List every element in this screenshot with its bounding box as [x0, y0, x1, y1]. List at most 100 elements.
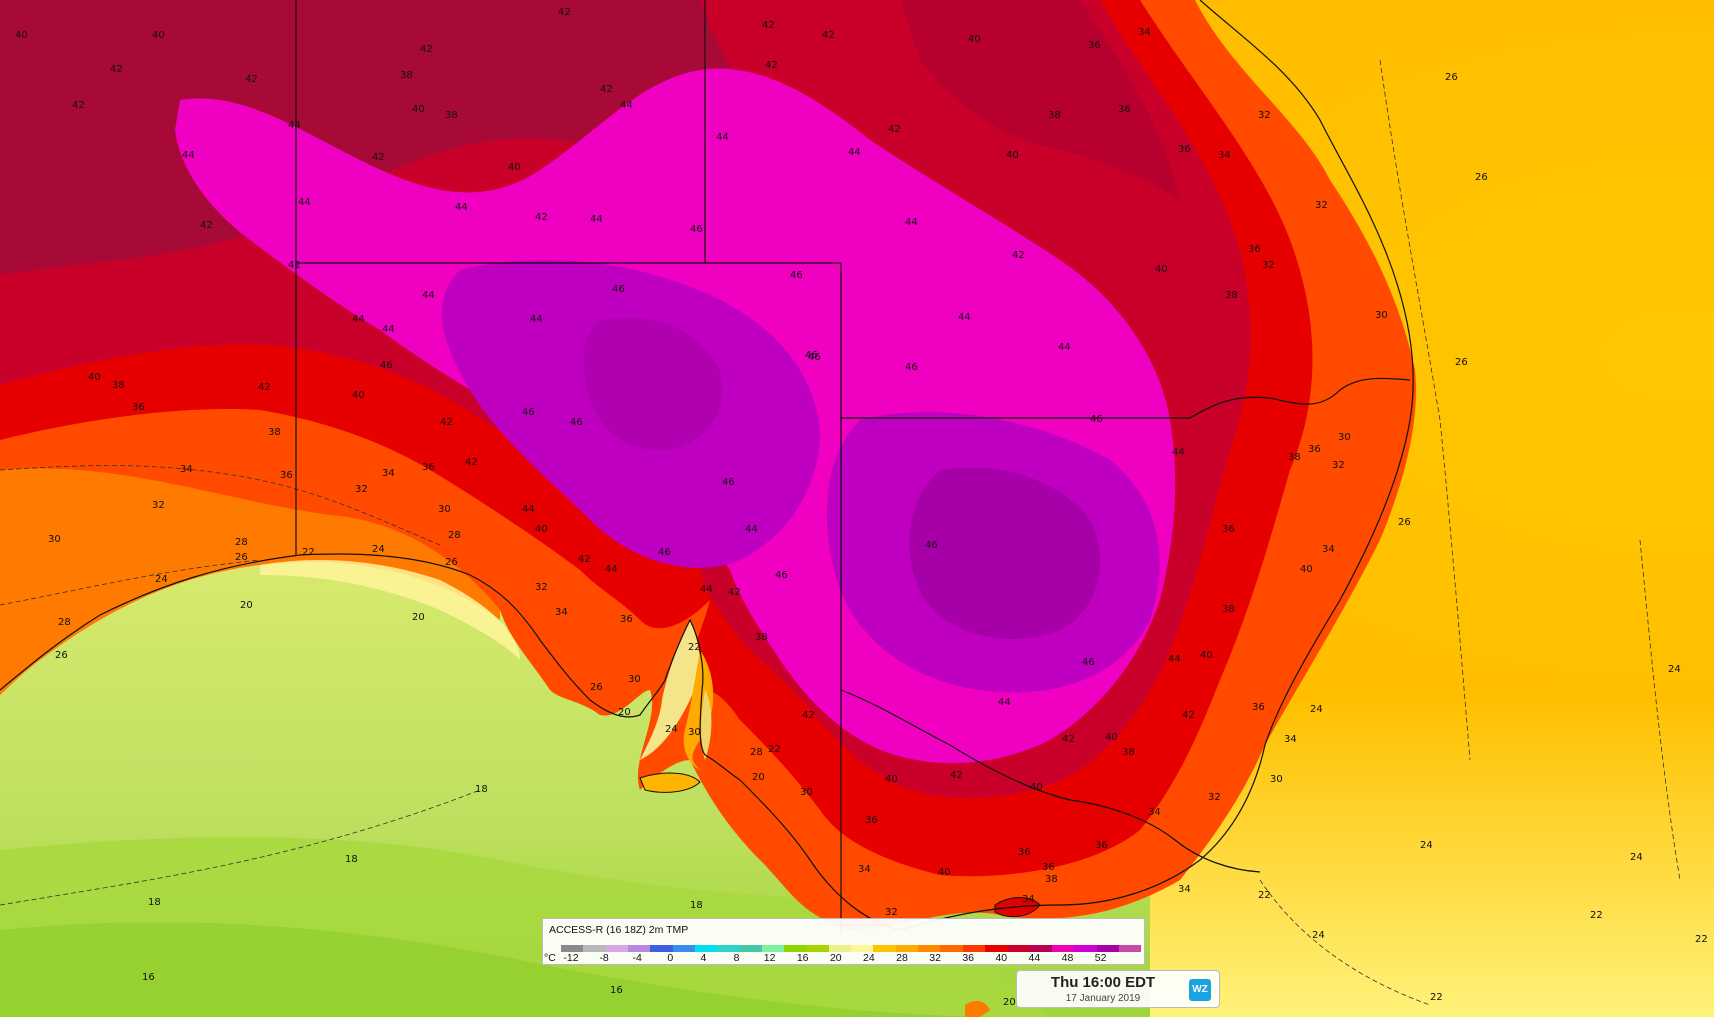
legend-swatch: [739, 945, 762, 952]
contour-label: 20: [240, 600, 253, 611]
contour-label: 42: [1062, 734, 1075, 745]
contour-label: 40: [352, 390, 365, 401]
contour-label: 42: [258, 382, 271, 393]
contour-label: 20: [752, 772, 765, 783]
contour-label: 18: [148, 897, 161, 908]
contour-label: 34: [1218, 150, 1231, 161]
state-borders: [295, 0, 1411, 932]
contour-label: 22: [688, 642, 701, 653]
contour-label: 44: [1168, 654, 1181, 665]
contour-label: 40: [1300, 564, 1313, 575]
contour-label: 24: [1420, 840, 1433, 851]
legend-tick: 16: [796, 952, 809, 964]
weatherzone-logo[interactable]: WZ: [1189, 979, 1211, 1001]
contour-label: 38: [268, 427, 281, 438]
contour-label: 40: [15, 30, 28, 41]
contour-label: 16: [142, 972, 155, 983]
contour-label: 44: [382, 324, 395, 335]
contour-label: 40: [508, 162, 521, 173]
contour-label: 26: [1445, 72, 1458, 83]
contour-label: 32: [1208, 792, 1221, 803]
contour-label: 40: [1006, 150, 1019, 161]
contour-label: 30: [1338, 432, 1351, 443]
contour-label: 38: [112, 380, 125, 391]
contour-label: 44: [998, 697, 1011, 708]
border-nsw-vic: [840, 689, 1261, 873]
contour-label: 36: [1248, 244, 1261, 255]
cool-sea-band-2: [0, 922, 1000, 1017]
legend-swatch: [1051, 945, 1075, 952]
contour-label: 38: [400, 70, 413, 81]
legend-tick: 44: [1028, 952, 1041, 964]
contour-label: 32: [355, 484, 368, 495]
legend-tick: 12: [763, 952, 776, 964]
contour-labels: 40 40424242424238384042424444444042444446…: [15, 7, 1708, 1008]
gulf-spencer: [640, 620, 700, 760]
land-orange-edge: [0, 468, 500, 695]
legend-tick: -4: [632, 952, 642, 964]
contour-label: 24: [665, 724, 678, 735]
legend-swatch: [694, 945, 718, 952]
contour-label: 42: [535, 212, 548, 223]
legend-tick: 0: [667, 952, 674, 964]
contour-label: 24: [155, 574, 168, 585]
contour-label: 40: [535, 524, 548, 535]
contour-label: 30: [1270, 774, 1283, 785]
timestamp-panel: Thu 16:00 EDT 17 January 2019 WZ: [1016, 970, 1220, 1008]
contour-label: 36: [1118, 104, 1131, 115]
legend-tick: 36: [962, 952, 975, 964]
contour-label: 22: [1430, 992, 1443, 1003]
contour-label: 34: [555, 607, 568, 618]
legend-tick: 40: [995, 952, 1008, 964]
contour-label: 34: [1178, 884, 1191, 895]
legend-swatch: [627, 945, 651, 952]
isotherm-18: [0, 789, 481, 906]
contour-label: 44: [1058, 342, 1071, 353]
contour-label: 42: [600, 84, 613, 95]
contour-label: 46: [925, 540, 938, 551]
contour-label: 44: [182, 150, 195, 161]
contour-label: 34: [1148, 807, 1161, 818]
contour-label: 44: [605, 564, 618, 575]
contour-label: 46: [522, 407, 535, 418]
contour-label: 46: [612, 284, 625, 295]
legend-swatch: [806, 945, 829, 952]
legend-swatch: [1118, 945, 1142, 952]
contour-label: 36: [1308, 444, 1321, 455]
contour-label: 40: [938, 867, 951, 878]
bight-cool-strip: [260, 560, 520, 660]
contour-label: 36: [1252, 702, 1265, 713]
contour-label: 36: [1178, 144, 1191, 155]
contour-label: 22: [302, 547, 315, 558]
contour-label: 42: [245, 74, 258, 85]
contour-label: 28: [448, 530, 461, 541]
contour-label: 26: [445, 557, 458, 568]
contour-label: 30: [800, 787, 813, 798]
contour-label: 24: [372, 544, 385, 555]
contour-label: 46: [722, 477, 735, 488]
contour-label: 46: [790, 270, 803, 281]
contour-label: 46: [690, 224, 703, 235]
contour-label: 42: [802, 710, 815, 721]
contour-label: 36: [1222, 524, 1235, 535]
isotherm-24: [1639, 539, 1681, 881]
contour-label: 36: [620, 614, 633, 625]
contour-label: 36: [1088, 40, 1101, 51]
contour-label: 40: [885, 774, 898, 785]
contour-label: 34: [1138, 27, 1151, 38]
contour-label: 40: [1155, 264, 1168, 275]
contour-label: 28: [58, 617, 71, 628]
coastline-tasmania: [994, 897, 1041, 918]
contour-label: 46: [380, 360, 393, 371]
legend-color-bar: [561, 945, 1142, 952]
forecast-time: Thu 16:00 EDT: [1050, 974, 1156, 991]
contour-label: 32: [1315, 200, 1328, 211]
contour-label: 38: [1288, 452, 1301, 463]
contour-label: 36: [1018, 847, 1031, 858]
legend-swatch: [851, 945, 874, 952]
legend-swatch: [984, 945, 1008, 952]
legend-swatch: [1029, 945, 1052, 952]
legend-swatch: [605, 945, 628, 952]
contour-label: 40: [1105, 732, 1118, 743]
